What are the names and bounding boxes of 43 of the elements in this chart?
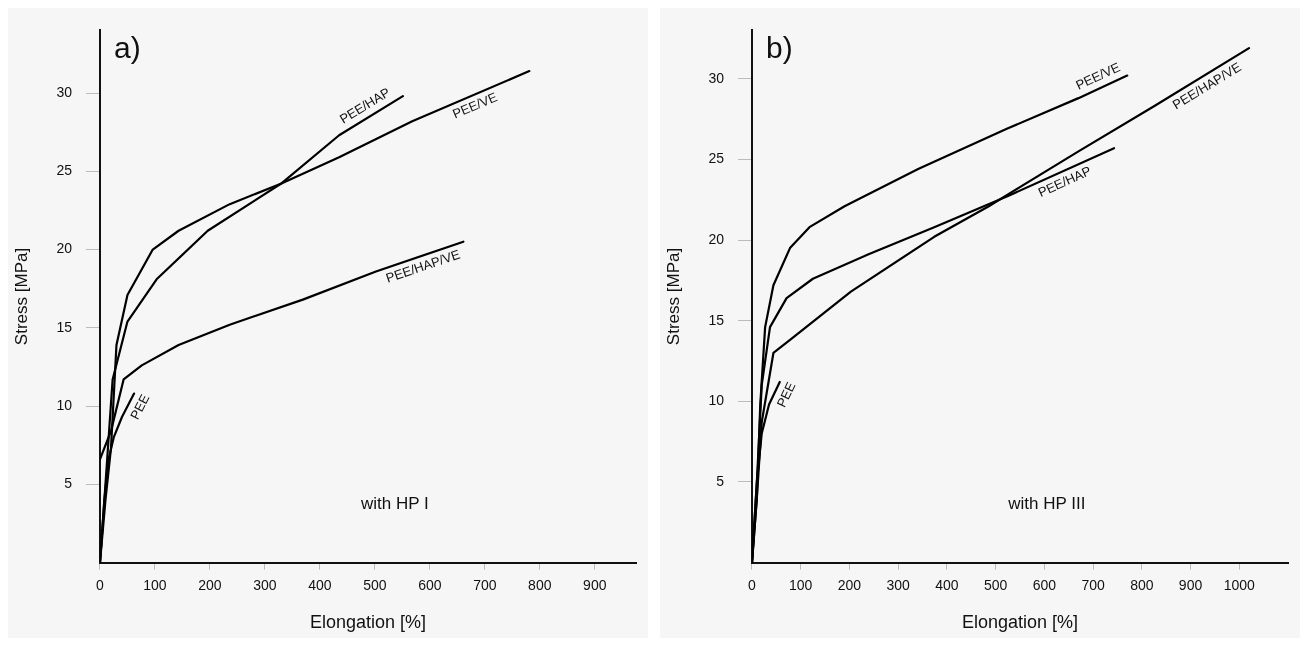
x-tick-label: 200 [837,576,862,593]
y-tick-label: 20 [56,240,73,257]
chart-title: a) [113,30,141,64]
x-tick-label: 300 [886,576,911,593]
y-tick-label: 25 [708,150,725,167]
x-tick-label: 100 [143,576,167,593]
x-tick-label: 600 [418,576,442,593]
y-tick-label: 25 [56,162,73,179]
x-tick-label: 700 [1081,576,1105,593]
y-tick-label: 5 [64,475,73,492]
x-axis-title: Elongation [%] [309,612,427,633]
y-axis-title: Stress [MPa] [11,247,31,346]
y-tick-label: 10 [708,392,725,409]
x-tick-label: 500 [363,576,387,593]
x-tick-label: 0 [96,576,105,593]
x-tick-label: 800 [528,576,552,593]
text: PEE [127,391,153,422]
y-tick-label: 10 [56,396,73,413]
y-tick-label: 5 [716,472,725,489]
x-tick-label: 600 [1032,576,1057,593]
x-axis-title: Elongation [%] [961,612,1079,633]
y-tick-label: 15 [708,311,725,328]
chart-title: b) [765,30,793,64]
annotation: with HP III [1007,494,1086,514]
y-tick-label: 30 [708,69,725,86]
text: PEE [773,379,799,410]
x-tick-label: 200 [198,576,222,593]
y-tick-label: 30 [56,83,73,100]
x-tick-label: 0 [748,576,757,593]
x-tick-label: 500 [983,576,1008,593]
x-tick-label: 400 [935,576,959,593]
x-tick-label: 400 [308,576,332,593]
x-tick-label: 1000 [1223,576,1256,593]
x-tick-label: 900 [583,576,607,593]
y-tick-label: 20 [708,230,725,247]
y-axis-title: Stress [MPa] [663,247,683,346]
x-tick-label: 900 [1178,576,1203,593]
annotation: with HP I [359,494,429,514]
y-tick-label: 15 [56,318,73,335]
x-tick-label: 300 [253,576,277,593]
x-tick-label: 700 [473,576,497,593]
x-tick-label: 100 [789,576,813,593]
x-tick-label: 800 [1130,576,1154,593]
